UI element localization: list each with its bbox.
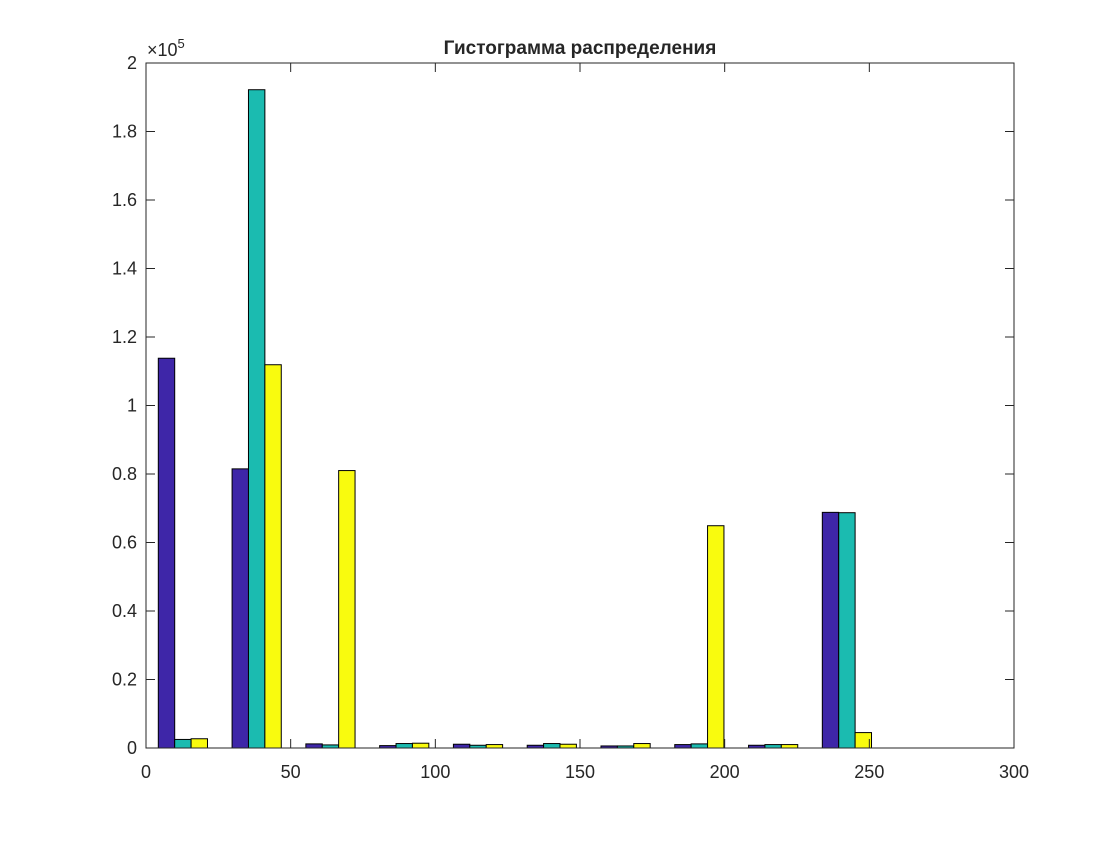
bar-series2-bin6 [543,743,561,749]
y-tick-label: 0.8 [112,464,137,484]
bar-series3-bin6 [559,743,577,749]
ticks-layer: 0 50 100 150 200 250 300 0 0.2 0.4 0.6 0.8 1 1.2 1.4 1.… [112,53,1029,782]
y-tick-label: 1.6 [112,190,137,210]
bar-series3-bin9 [780,744,799,749]
y-tick-label: 0 [127,738,137,758]
y-tick-label: 1 [127,396,137,416]
chart-title: Гистограмма распределения [444,38,717,59]
y-tick-label: 0.4 [112,601,137,621]
bar-series3-bin5 [485,744,504,749]
bar-series2-bin10 [838,512,856,749]
bar-series1-bin3 [305,743,323,749]
x-tick-label: 150 [565,762,595,782]
x-tick-label: 50 [281,762,301,782]
y-exponent-label: ×105 [147,36,185,60]
bar-series2-bin4 [395,743,413,749]
y-tick-label: 1.2 [112,327,137,347]
bars-layer [157,89,873,749]
bar-series3-bin8 [707,525,725,749]
bar-series1-bin5 [452,743,471,749]
bar-series1-bin8 [674,744,692,749]
x-tick-label: 0 [141,762,151,782]
y-tick-label: 0.2 [112,670,137,690]
bar-series3-bin4 [411,742,430,749]
bar-series1-bin2 [231,468,249,749]
bar-series3-bin1 [190,738,208,749]
bar-series2-bin2 [247,89,266,749]
bar-series3-bin2 [264,364,282,749]
y-tick-label: 0.6 [112,533,137,553]
x-tick-label: 200 [710,762,740,782]
y-tick-label: 1.4 [112,259,137,279]
y-tick-label: 1.8 [112,122,137,142]
bar-series2-bin8 [690,743,709,749]
x-tick-label: 250 [854,762,884,782]
bar-series3-bin7 [633,743,651,749]
bar-series1-bin1 [157,357,176,749]
bar-series2-bin1 [174,738,192,749]
bar-series1-bin10 [821,511,840,749]
x-tick-label: 300 [999,762,1029,782]
y-tick-label: 2 [127,53,137,73]
bar-series2-bin9 [764,744,782,749]
x-tick-label: 100 [420,762,450,782]
bar-series3-bin3 [338,470,356,749]
